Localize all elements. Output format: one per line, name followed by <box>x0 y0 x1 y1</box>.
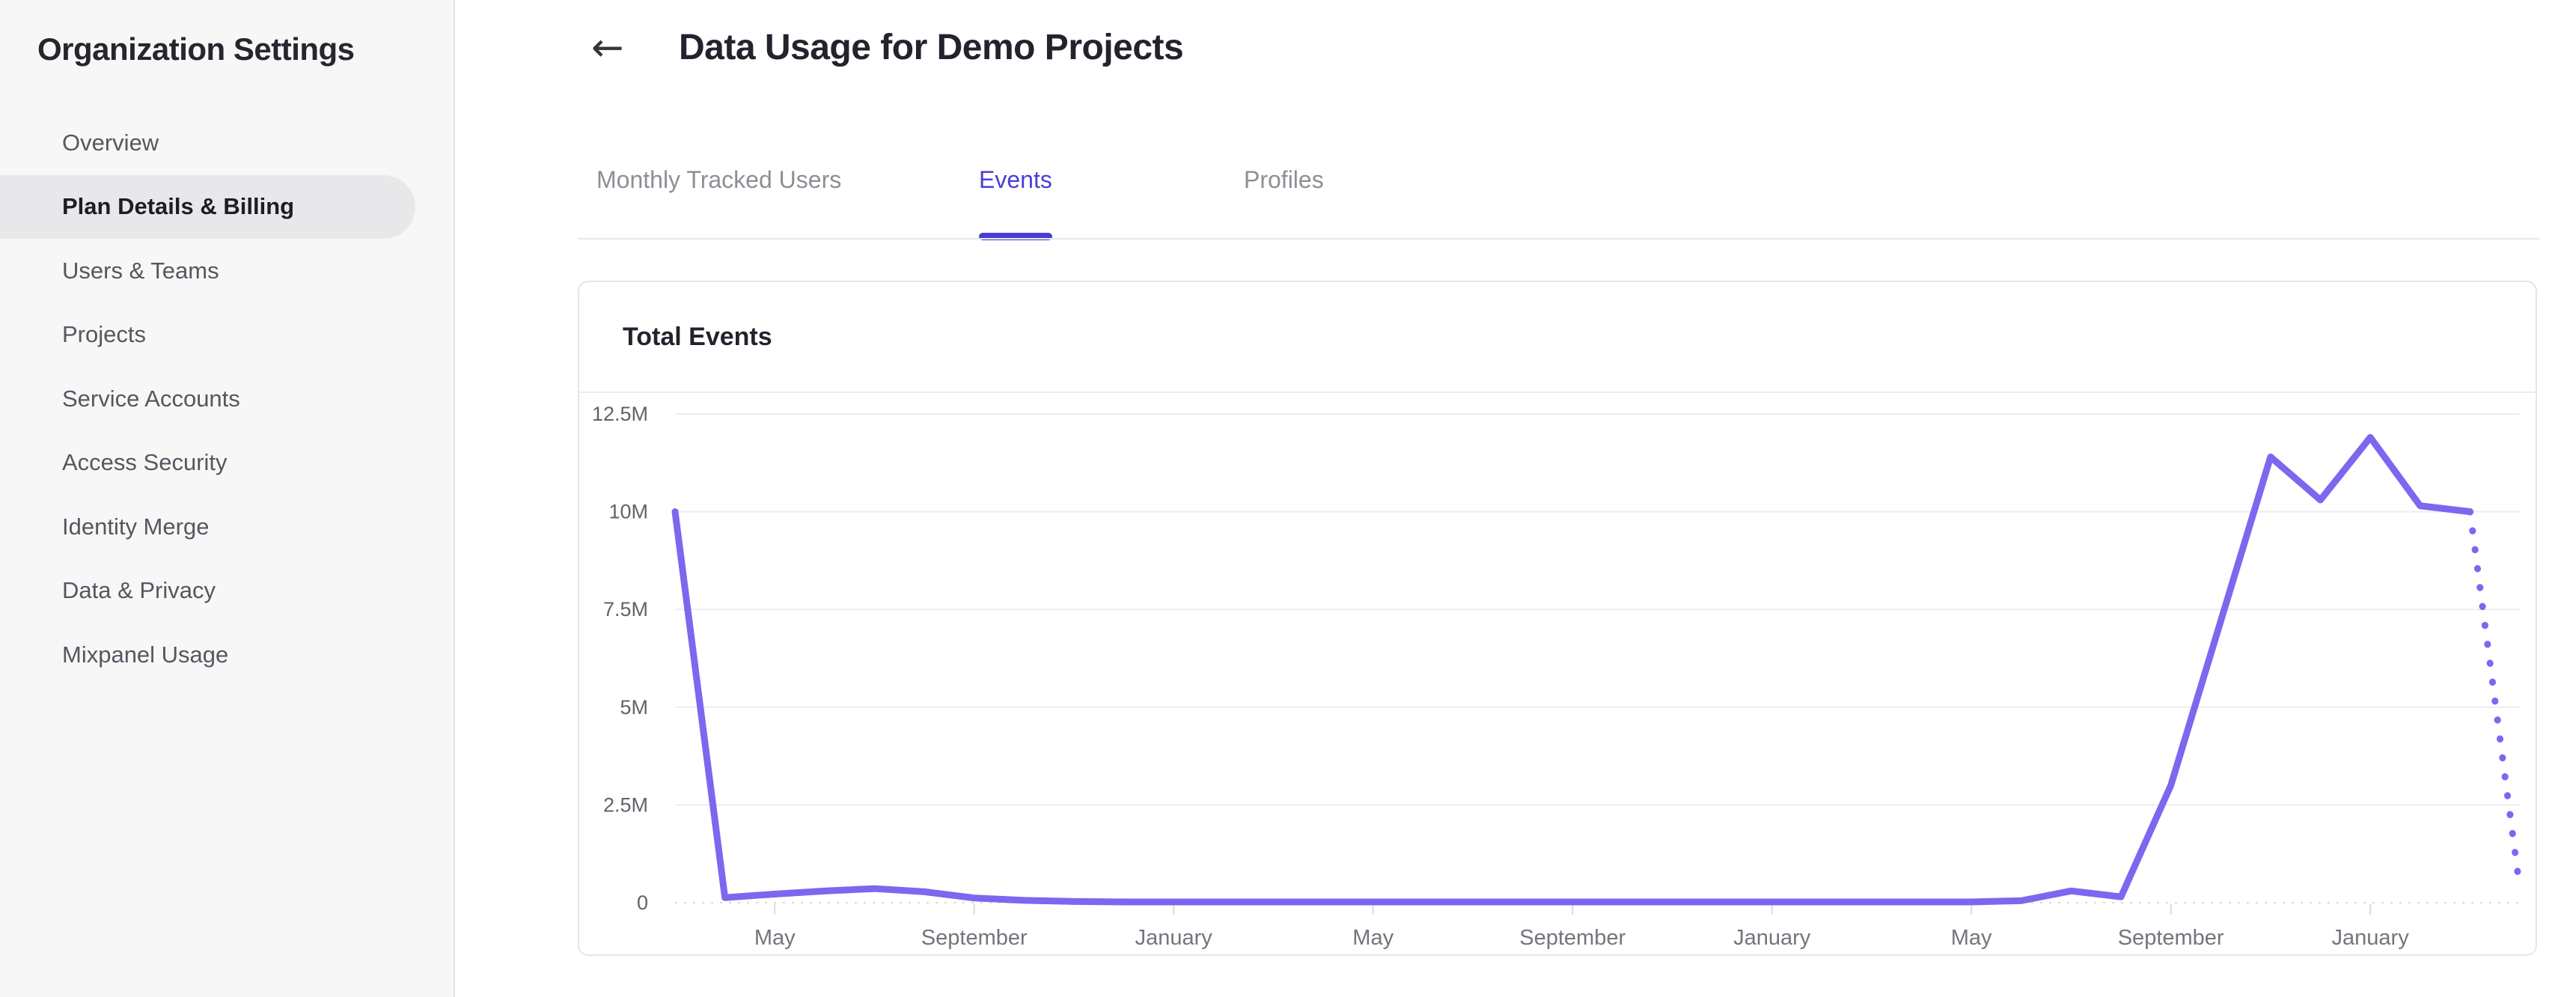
y-axis-label: 12.5M <box>592 403 648 425</box>
sidebar-item-plan-details-billing[interactable]: Plan Details & Billing <box>0 174 415 239</box>
x-axis-label: May <box>754 926 796 950</box>
x-axis-label: May <box>1951 926 1992 950</box>
sidebar-item-access-security[interactable]: Access Security <box>62 449 228 476</box>
tabs-divider <box>578 238 2540 240</box>
card-title: Total Events <box>623 322 772 351</box>
tab-events[interactable]: Events <box>979 166 1052 241</box>
y-axis-label: 5M <box>620 696 648 719</box>
sidebar-title: Organization Settings <box>37 31 355 67</box>
x-axis-label: September <box>2118 926 2224 950</box>
active-tab-underline <box>979 233 1052 240</box>
organization-settings-sidebar: Organization Settings Overview Plan Deta… <box>0 0 455 997</box>
projected-dotted-segment <box>2466 508 2524 893</box>
tab-label: Events <box>979 166 1052 193</box>
total-events-card: Total Events 0 2.5M 5M 7.5M 10M 12.5M May Septe… <box>578 281 2537 956</box>
sidebar-nav: Overview Plan Details & Billing Users & … <box>0 111 454 687</box>
y-axis-label: 10M <box>608 501 648 523</box>
sidebar-item-identity-merge[interactable]: Identity Merge <box>62 513 210 540</box>
x-axis-label: September <box>921 926 1028 950</box>
tab-label: Profiles <box>1244 166 1324 193</box>
y-axis-label: 2.5M <box>603 793 648 816</box>
sidebar-item-data-privacy[interactable]: Data & Privacy <box>62 577 216 604</box>
sidebar-item-projects[interactable]: Projects <box>62 321 146 348</box>
x-axis-label: September <box>1519 926 1626 950</box>
x-axis-label: January <box>2332 926 2410 950</box>
sidebar-item-mixpanel-usage[interactable]: Mixpanel Usage <box>62 641 229 668</box>
y-axis-label: 7.5M <box>603 598 648 621</box>
tab-profiles[interactable]: Profiles <box>1244 166 1324 241</box>
page-title: Data Usage for Demo Projects <box>679 28 1184 67</box>
sidebar-item-service-accounts[interactable]: Service Accounts <box>62 385 240 412</box>
back-arrow-icon[interactable]: ← <box>591 25 624 70</box>
x-axis-label: January <box>1135 926 1213 950</box>
card-header: Total Events <box>579 282 2536 393</box>
tab-label: Monthly Tracked Users <box>596 166 842 193</box>
events-series-line <box>671 433 2473 906</box>
sidebar-item-users-teams[interactable]: Users & Teams <box>62 257 219 284</box>
total-events-line-chart: 0 2.5M 5M 7.5M 10M 12.5M May September January Ma… <box>592 403 2524 950</box>
x-axis-label: May <box>1352 926 1394 950</box>
sidebar-item-overview[interactable]: Overview <box>62 129 159 156</box>
x-axis-label: January <box>1733 926 1811 950</box>
y-axis-label: 0 <box>637 891 648 914</box>
tab-monthly-tracked-users[interactable]: Monthly Tracked Users <box>596 166 841 241</box>
